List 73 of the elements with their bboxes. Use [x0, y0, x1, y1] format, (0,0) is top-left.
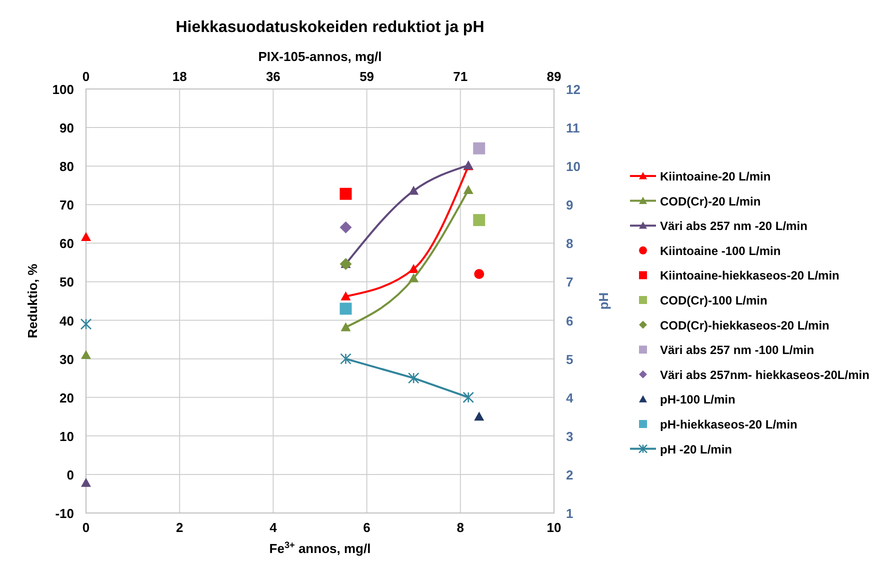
- x-tick-label: 4: [270, 520, 278, 535]
- text: 36: [266, 69, 280, 84]
- point: [408, 273, 419, 282]
- point: [463, 184, 474, 194]
- y2-tick-label: 9: [566, 198, 574, 213]
- point: [81, 350, 91, 359]
- x2-axis-title: PIX-105-annos, mg/l: [258, 49, 382, 64]
- point: [340, 353, 352, 364]
- point: [474, 269, 484, 280]
- legend-label: pH-100 L/min: [660, 392, 736, 407]
- point: [462, 392, 474, 404]
- legend-label: Väri abs 257nm- hiekkaseos-20L/min: [660, 368, 870, 382]
- point: [340, 188, 352, 200]
- legend-label: pH-hiekkaseos-20 L/min: [660, 418, 798, 432]
- legend-label: Väri abs 257 nm -20 L/min: [660, 219, 808, 234]
- y2-tick-label: 5: [566, 352, 574, 367]
- point: [340, 291, 351, 300]
- y-tick-label: 90: [60, 120, 74, 136]
- y2-tick-label: 12: [566, 82, 580, 97]
- point: [340, 322, 351, 332]
- y-tick-label: 30: [60, 352, 74, 367]
- point: [408, 264, 419, 274]
- x-tick-label: 2: [176, 520, 184, 535]
- y-tick-label: 20: [60, 390, 74, 406]
- text: 18: [172, 69, 187, 84]
- text: 0: [82, 69, 90, 84]
- y-tick-label: 80: [60, 159, 74, 174]
- x-tick-label: 10: [546, 520, 562, 535]
- point: [81, 232, 91, 242]
- y2-tick-label: 1: [566, 506, 574, 521]
- point: [473, 142, 486, 154]
- text: 59: [360, 69, 374, 84]
- y2-axis-title: pH: [596, 292, 611, 310]
- legend-label: Väri abs 257 nm -100 L/min: [660, 343, 814, 358]
- x-tick-label: 8: [456, 520, 464, 535]
- legend-label: Kiintoaine -100 L/min: [660, 244, 781, 258]
- text: 71: [453, 69, 468, 84]
- y-tick-label: 50: [60, 274, 74, 290]
- y2-tick-label: 4: [566, 390, 574, 406]
- text: 89: [546, 69, 562, 84]
- point: [80, 318, 92, 330]
- legend-label: COD(Cr)-20 L/min: [660, 194, 761, 208]
- legend-label: Kiintoaine-20 L/min: [660, 170, 771, 184]
- y-tick-label: 40: [60, 313, 74, 328]
- legend-label: COD(Cr)-100 L/min: [660, 294, 768, 308]
- y2-tick-label: 11: [566, 120, 580, 136]
- point: [81, 478, 91, 487]
- y-axis-title: Reduktio, %: [25, 263, 40, 338]
- chart-title: Hiekkasuodatuskokeiden reduktiot ja pH: [176, 19, 484, 36]
- y-tick-label: 10: [60, 428, 74, 444]
- y2-tick-label: 6: [566, 313, 574, 328]
- y-tick-label: 60: [60, 236, 74, 252]
- x-tick-label: 6: [363, 520, 370, 535]
- y-tick-label: -10: [55, 506, 74, 521]
- y2-tick-label: 10: [566, 159, 580, 174]
- legend-label: Kiintoaine-hiekkaseos-20 L/min: [660, 268, 840, 283]
- legend-label: pH -20 L/min: [660, 442, 732, 456]
- y2-tick-label: 3: [566, 428, 574, 444]
- y2-tick-label: 2: [566, 467, 574, 482]
- y-tick-label: 0: [66, 467, 74, 482]
- legend-label: COD(Cr)-hiekkaseos-20 L/min: [660, 318, 830, 332]
- y2-tick-label: 7: [566, 274, 574, 290]
- y2-tick-label: 8: [566, 236, 574, 252]
- point: [474, 412, 484, 421]
- y-tick-label: 100: [52, 82, 74, 97]
- x-axis-title: Fe$^{3+}$ annos, mg/l: [269, 540, 371, 556]
- point: [408, 186, 419, 195]
- point: [408, 372, 420, 384]
- y-tick-label: 70: [60, 198, 74, 213]
- x-tick-label: 0: [82, 520, 90, 535]
- point: [340, 221, 352, 234]
- point: [340, 302, 352, 315]
- point: [473, 214, 486, 226]
